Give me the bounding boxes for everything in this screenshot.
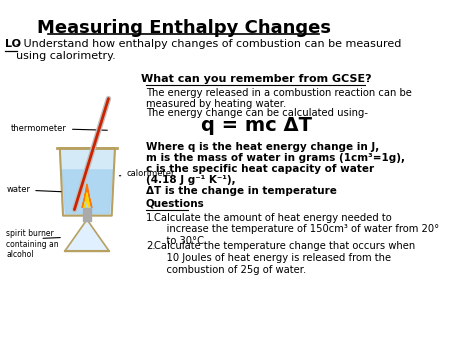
Text: Calculate the temperature change that occurs when
    10 Joules of heat energy i: Calculate the temperature change that oc… xyxy=(154,241,415,274)
Text: Questions: Questions xyxy=(146,199,205,209)
Text: 1.: 1. xyxy=(146,213,155,223)
Text: The energy released in a combustion reaction can be
measured by heating water.: The energy released in a combustion reac… xyxy=(146,88,412,109)
Text: 2.: 2. xyxy=(146,241,155,251)
Text: - Understand how enthalpy changes of combustion can be measured
using calorimetr: - Understand how enthalpy changes of com… xyxy=(16,39,401,61)
Text: water: water xyxy=(6,185,61,194)
Text: m is the mass of water in grams (1cm³=1g),: m is the mass of water in grams (1cm³=1g… xyxy=(146,153,405,163)
Text: Where q is the heat energy change in J,: Where q is the heat energy change in J, xyxy=(146,142,379,152)
Text: Calculate the amount of heat energy needed to
    increase the temperature of 15: Calculate the amount of heat energy need… xyxy=(154,213,439,246)
Text: q = mc ΔT: q = mc ΔT xyxy=(201,116,311,136)
Polygon shape xyxy=(60,148,115,216)
Text: The energy change can be calculated using-: The energy change can be calculated usin… xyxy=(146,107,368,118)
Text: What can you remember from GCSE?: What can you remember from GCSE? xyxy=(141,74,371,84)
Text: spirit burner
containing an
alcohol: spirit burner containing an alcohol xyxy=(6,230,59,259)
Text: Measuring Enthalpy Changes: Measuring Enthalpy Changes xyxy=(37,19,331,37)
Text: calorimeter: calorimeter xyxy=(119,169,175,178)
Text: (4.18 J g⁻¹ K⁻¹),: (4.18 J g⁻¹ K⁻¹), xyxy=(146,175,235,185)
Text: LO: LO xyxy=(4,39,21,49)
Text: c is the specific heat capacity of water: c is the specific heat capacity of water xyxy=(146,164,374,174)
Polygon shape xyxy=(82,184,92,208)
Polygon shape xyxy=(65,220,109,251)
Polygon shape xyxy=(85,193,90,208)
Polygon shape xyxy=(83,208,91,221)
Polygon shape xyxy=(62,170,112,214)
Text: ΔT is the change in temperature: ΔT is the change in temperature xyxy=(146,186,337,196)
Text: thermometer: thermometer xyxy=(11,124,107,133)
